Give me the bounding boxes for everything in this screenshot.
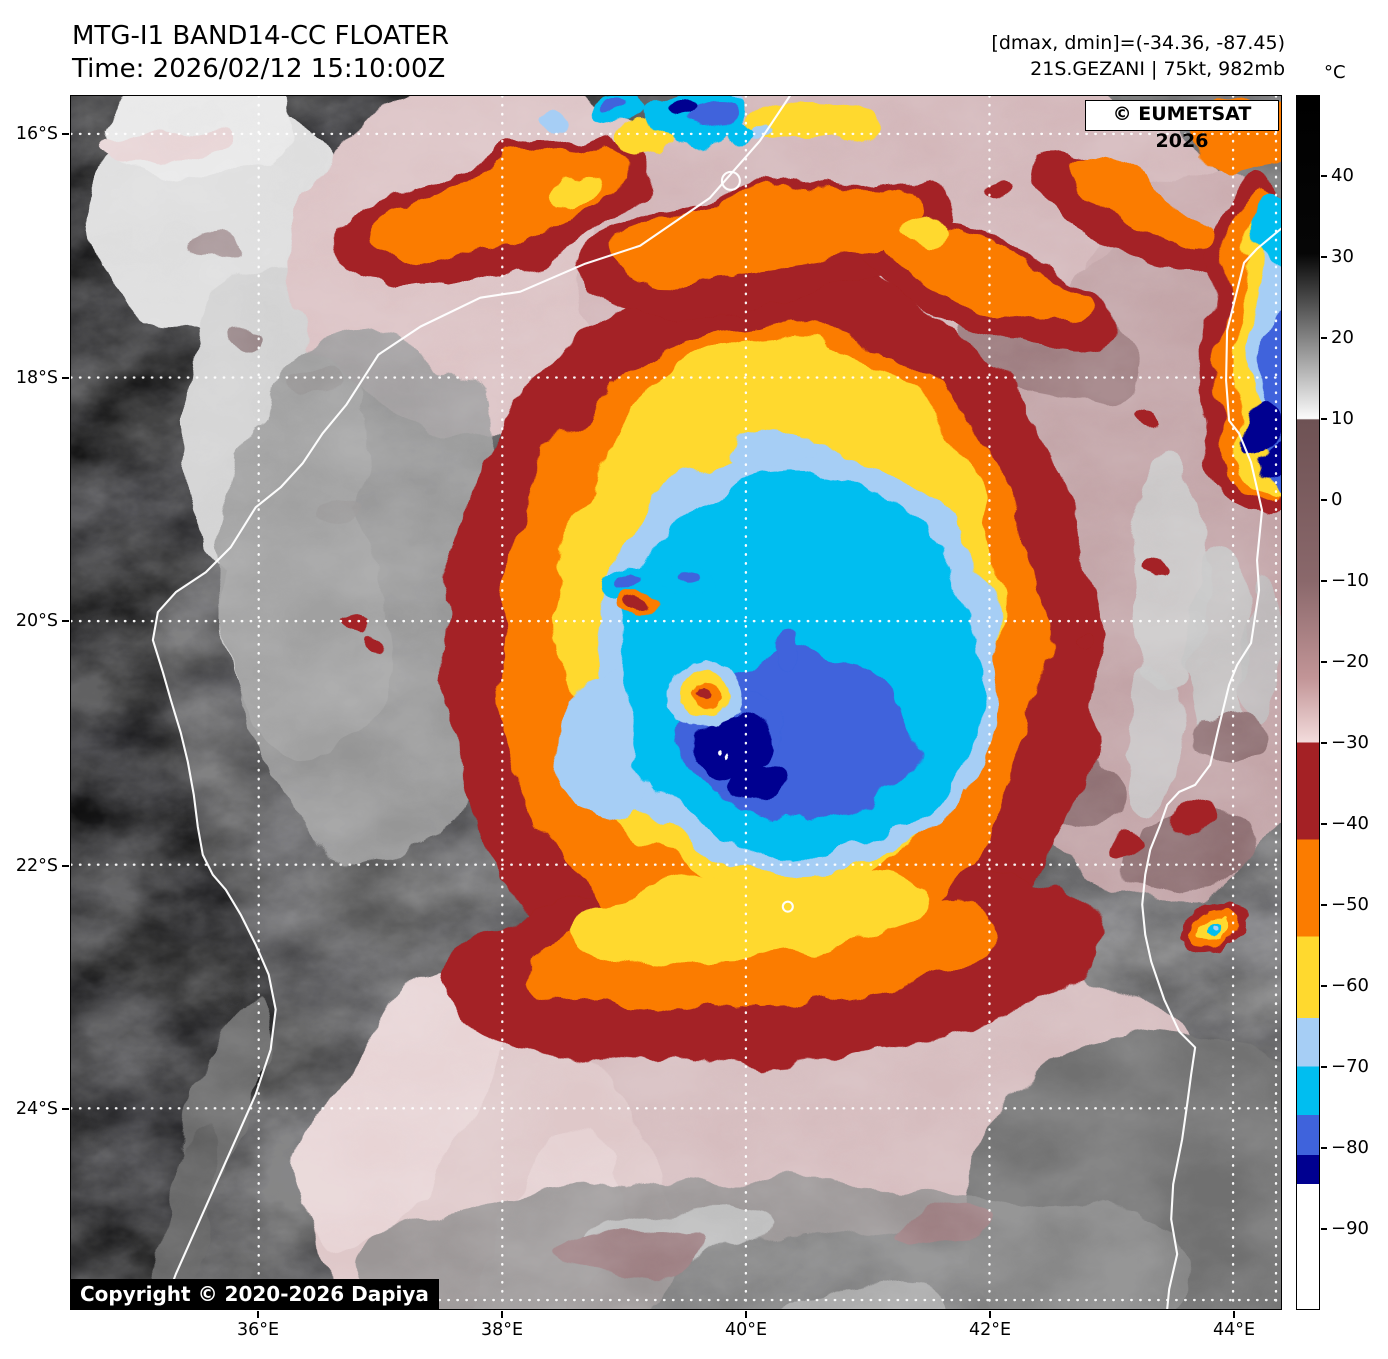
colorbar-tick-mark [1321,1147,1327,1149]
colorbar-tick-mark [1321,1066,1327,1068]
y-axis-tick-label: 24°S [15,1099,58,1119]
y-axis-tick-mark [62,1108,69,1110]
x-axis-tick-label: 36°E [236,1320,280,1340]
colorbar-tick-label: −60 [1331,975,1369,996]
colorbar-tick-mark [1321,499,1327,501]
cyclone-eye [667,661,743,729]
colorbar-tick-mark [1321,256,1327,258]
dmax-dmin-annotation: [dmax, dmin]=(-34.36, -87.45) [991,32,1285,54]
colorbar-tick-label: 0 [1331,489,1343,510]
x-axis-tick-mark [989,1311,991,1318]
colorbar-unit-label: °C [1324,62,1346,83]
colorbar-tick-mark [1321,742,1327,744]
title-block: MTG-I1 BAND14-CC FLOATER Time: 2026/02/1… [72,20,449,86]
storm-annotation: 21S.GEZANI | 75kt, 982mb [1030,58,1285,80]
y-axis-tick-label: 16°S [15,124,58,144]
y-axis-tick-label: 18°S [15,368,58,388]
y-axis-tick-label: 22°S [15,856,58,876]
colorbar-tick-label: −20 [1331,651,1369,672]
coastal-lagoon-outline [720,170,741,191]
page-subtitle-time: Time: 2026/02/12 15:10:00Z [72,54,446,84]
cold-cloud-top-layer [328,96,1281,1062]
small-islet-outline [781,900,794,913]
colorbar-tick-mark [1321,580,1327,582]
x-axis-tick-mark [745,1311,747,1318]
x-axis-tick-mark [257,1311,259,1318]
africa-coastline [151,96,791,1309]
y-axis-tick-label: 20°S [15,611,58,631]
x-axis-tick-label: 40°E [724,1320,768,1340]
eumetsat-credit-badge: © EUMETSAT 2026 [1085,100,1279,152]
colorbar-tick-label: −70 [1331,1056,1369,1077]
copyright-badge: Copyright © 2020-2026 Dapiya [71,1279,439,1309]
colorbar-tick-mark [1321,661,1327,663]
temperature-colorbar [1296,95,1320,1310]
colorbar-tick-mark [1321,985,1327,987]
colorbar-tick-label: −80 [1331,1137,1369,1158]
page-title: MTG-I1 BAND14-CC FLOATER [72,21,450,51]
colorbar-tick-label: 20 [1331,327,1354,348]
colorbar-tick-mark [1321,823,1327,825]
colorbar-tick-label: −10 [1331,570,1369,591]
colorbar-tick-mark [1321,1228,1327,1230]
satellite-image-canvas [71,96,1281,1309]
colorbar-tick-label: −90 [1331,1218,1369,1239]
x-axis-tick-label: 38°E [480,1320,524,1340]
colorbar-tick-label: 40 [1331,165,1354,186]
annotation-block: [dmax, dmin]=(-34.36, -87.45) 21S.GEZANI… [991,30,1285,82]
colorbar-tick-mark [1321,337,1327,339]
y-axis-tick-mark [62,865,69,867]
satellite-map: © EUMETSAT 2026 Copyright © 2020-2026 Da… [70,95,1282,1310]
y-axis-tick-mark [62,620,69,622]
colorbar-tick-label: 10 [1331,408,1354,429]
coastline-layer [151,96,1281,1309]
colorbar-tick-mark [1321,904,1327,906]
colorbar-tick-label: −30 [1331,732,1369,753]
small-convective-cell [1180,902,1248,953]
colorbar-tick-label: −40 [1331,813,1369,834]
x-axis-tick-mark [1233,1311,1235,1318]
y-axis-tick-mark [62,133,69,135]
madagascar-coastline [1141,227,1281,1309]
x-axis-tick-label: 44°E [1212,1320,1256,1340]
colorbar-tick-label: −50 [1331,894,1369,915]
x-axis-tick-label: 42°E [968,1320,1012,1340]
colorbar-tick-label: 30 [1331,246,1354,267]
colorbar-tick-mark [1321,418,1327,420]
x-axis-tick-mark [501,1311,503,1318]
colorbar-gradient [1297,96,1319,1309]
colorbar-tick-mark [1321,175,1327,177]
y-axis-tick-mark [62,377,69,379]
